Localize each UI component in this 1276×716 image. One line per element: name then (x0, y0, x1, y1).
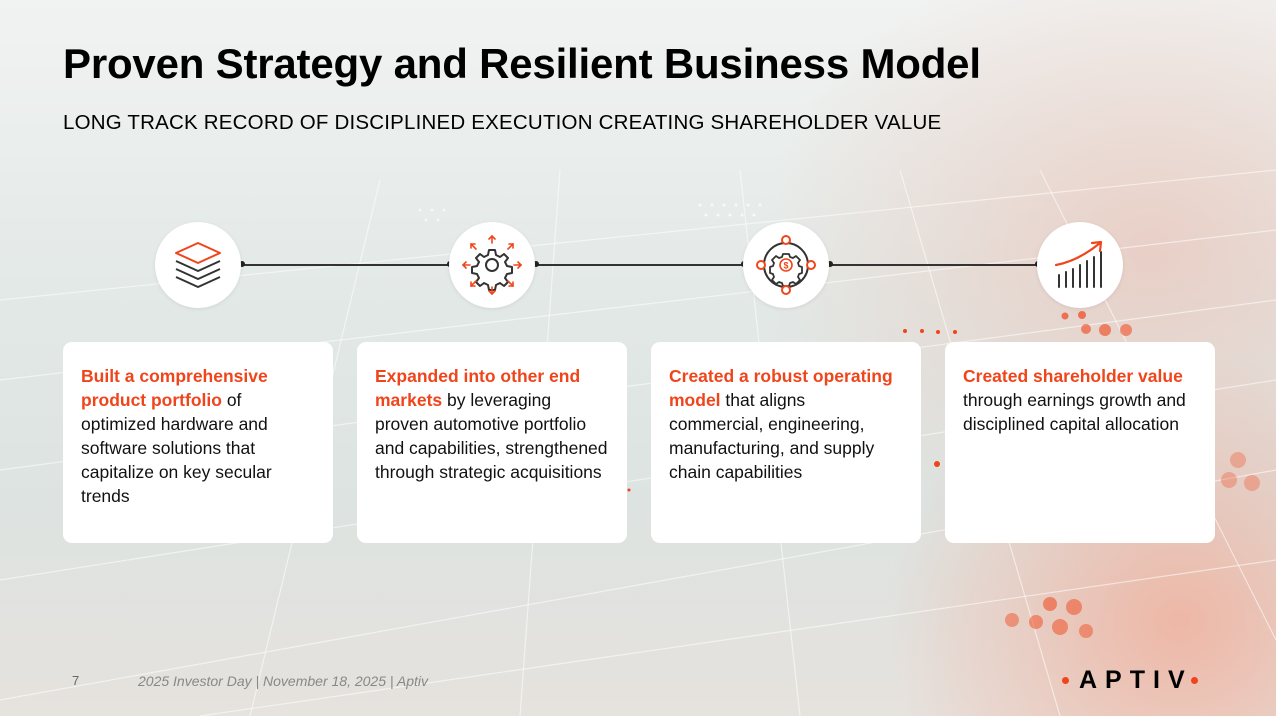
logo-dot-icon (1062, 676, 1069, 684)
page-subtitle: LONG TRACK RECORD OF DISCIPLINED EXECUTI… (63, 111, 942, 134)
gear-expand-icon (461, 234, 523, 296)
footer-text: 2025 Investor Day | November 18, 2025 | … (138, 673, 429, 689)
step-card-shareholder-value: Created shareholder value through earnin… (945, 342, 1215, 543)
page-number: 7 (72, 673, 80, 688)
timeline-dot (827, 261, 833, 267)
step-highlight: Created a robust operating model (669, 366, 893, 410)
step-body: that aligns commercial, engineering, man… (669, 390, 875, 482)
timeline-connector (536, 264, 744, 266)
step-card-end-markets: Expanded into other end markets by lever… (357, 342, 627, 543)
step-icon-circle (1037, 222, 1123, 308)
step-highlight: Created shareholder value (963, 366, 1183, 386)
step-card-operating-model: Created a robust operating model that al… (651, 342, 921, 543)
timeline-dot (533, 261, 539, 267)
logo-dot-icon (1190, 676, 1198, 684)
timeline-connector (242, 264, 450, 266)
timeline-dot (239, 261, 245, 267)
step-icon-circle: $ (743, 222, 829, 308)
aptiv-logo: APTIV (1062, 665, 1198, 695)
step-highlight: Built a comprehensive product portfolio (81, 366, 268, 410)
step-icon-circle (155, 222, 241, 308)
step-body: by leveraging proven automotive portfoli… (375, 390, 608, 482)
step-body: of optimized hardware and software solut… (81, 390, 272, 506)
timeline-connector (830, 264, 1038, 266)
step-icon-circle (449, 222, 535, 308)
step-card-portfolio: Built a comprehensive product portfolio … (63, 342, 333, 543)
step-highlight: Expanded into other end markets (375, 366, 581, 410)
growth-chart-icon (1054, 240, 1103, 288)
logo-wordmark: APTIV (1079, 665, 1193, 694)
operating-model-icon: $ (756, 235, 816, 295)
svg-text:$: $ (783, 261, 788, 271)
step-body: through earnings growth and disciplined … (963, 390, 1186, 434)
layers-icon (175, 242, 221, 288)
page-title: Proven Strategy and Resilient Business M… (63, 40, 981, 87)
